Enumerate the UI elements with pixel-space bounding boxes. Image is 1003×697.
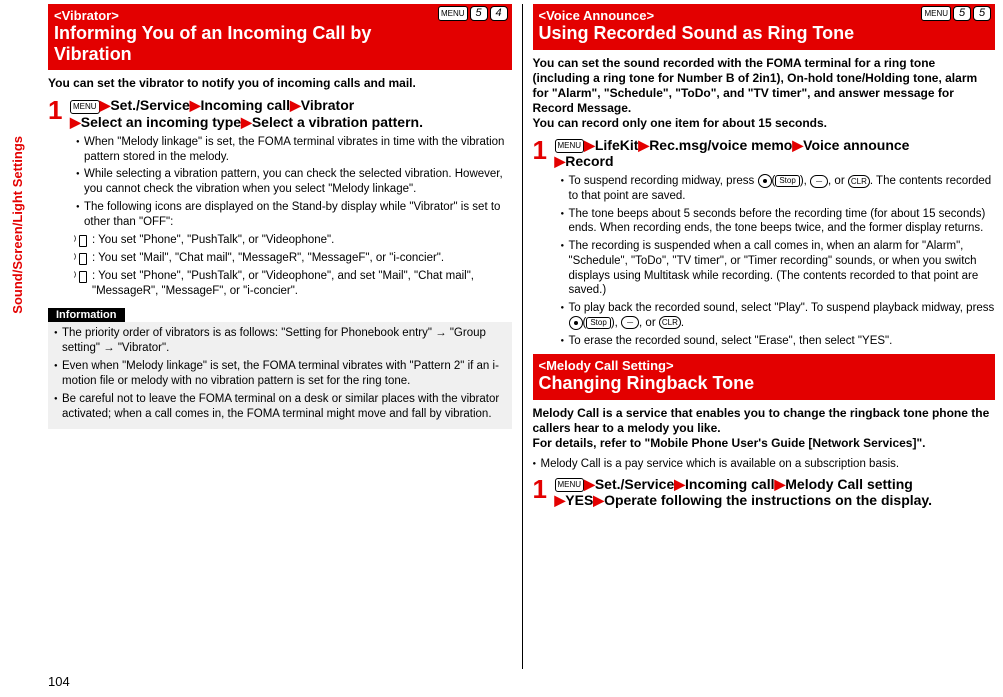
txt: . [681, 317, 684, 329]
menu-key-icon: MENU [555, 139, 585, 153]
bullet: To erase the recorded sound, select "Era… [561, 334, 996, 349]
melody-title: Changing Ringback Tone [539, 373, 990, 394]
key-5-icon: 5 [470, 6, 488, 21]
voice-title: Using Recorded Sound as Ring Tone [539, 23, 990, 44]
page-number: 104 [48, 674, 70, 689]
path-seg: Select an incoming type [81, 114, 241, 130]
content: <Vibrator> Informing You of an Incoming … [48, 4, 995, 669]
path-seg: Incoming call [685, 476, 774, 492]
info-bullet: The priority order of vibrators is as fo… [54, 326, 506, 356]
vibrator-icon [76, 234, 88, 246]
vibrator-header: <Vibrator> Informing You of an Incoming … [48, 4, 512, 70]
path-seg: Operate following the instructions on th… [604, 492, 932, 508]
path-seg: Voice announce [803, 137, 909, 153]
step-number: 1 [533, 137, 551, 171]
path-seg: Set./Service [110, 97, 189, 113]
vibrator-icon [76, 252, 88, 264]
step-text: MENU▶LifeKit▶Rec.msg/voice memo▶Voice an… [555, 137, 910, 171]
path-seg: LifeKit [595, 137, 639, 153]
icon-text: : You set "Mail", "Chat mail", "MessageR… [92, 251, 444, 266]
melody-note: Melody Call is a pay service which is av… [533, 457, 996, 472]
vibrator-bullets: When "Melody linkage" is set, the FOMA t… [76, 135, 512, 229]
melody-intro: Melody Call is a service that enables yo… [533, 406, 996, 451]
info-bullet: Even when "Melody linkage" is set, the F… [54, 359, 506, 389]
stop-key-icon: Stop [775, 175, 799, 187]
bullet: The following icons are displayed on the… [76, 200, 512, 229]
step-number: 1 [48, 97, 66, 131]
menu-key-icon: MENU [438, 6, 468, 21]
icon-text: : You set "Phone", "PushTalk", or "Video… [92, 233, 334, 248]
path-seg: YES [565, 492, 593, 508]
clr-key-icon: CLR [659, 316, 681, 329]
side-tab-text: Sound/Screen/Light Settings [10, 136, 25, 314]
key-5-icon: 5 [953, 6, 971, 21]
bullet: To suspend recording midway, press (Stop… [561, 174, 996, 203]
vibrator-step: 1 MENU▶Set./Service▶Incoming call▶Vibrat… [48, 97, 512, 131]
bullet: The recording is suspended when a call c… [561, 239, 996, 298]
side-tab: Sound/Screen/Light Settings [8, 132, 27, 318]
center-key-icon [569, 316, 583, 330]
icon-row: : You set "Mail", "Chat mail", "MessageR… [76, 251, 512, 266]
icon-row: : You set "Phone", "PushTalk", or "Video… [76, 233, 512, 248]
step-text: MENU▶Set./Service▶Incoming call▶Vibrator… [70, 97, 423, 131]
voice-bullets: To suspend recording midway, press (Stop… [561, 174, 996, 348]
voice-step: 1 MENU▶LifeKit▶Rec.msg/voice memo▶Voice … [533, 137, 996, 171]
vibrator-icon-list: : You set "Phone", "PushTalk", or "Video… [76, 233, 512, 299]
vibrator-title: Informing You of an Incoming Call by Vib… [54, 23, 506, 64]
menu-key-icon: MENU [921, 6, 951, 21]
txt: To suspend recording midway, press [569, 175, 758, 187]
path-seg: Vibrator [301, 97, 354, 113]
clr-key-icon: CLR [848, 175, 870, 188]
stop-key-icon: Stop [586, 317, 610, 329]
melody-tag: <Melody Call Setting> [539, 358, 990, 373]
hangup-key-icon: ⏤ [810, 175, 828, 188]
voice-shortcut: MENU 5 5 [921, 6, 991, 21]
path-seg: Incoming call [201, 97, 290, 113]
bullet: Melody Call is a pay service which is av… [533, 457, 996, 472]
path-seg: Select a vibration pattern. [252, 114, 423, 130]
txt: To play back the recorded sound, select … [569, 302, 995, 314]
step-text: MENU▶Set./Service▶Incoming call▶Melody C… [555, 476, 933, 510]
bullet: While selecting a vibration pattern, you… [76, 167, 512, 196]
bullet: The tone beeps about 5 seconds before th… [561, 207, 996, 236]
menu-key-icon: MENU [70, 100, 100, 114]
icon-row: : You set "Phone", "PushTalk", or "Video… [76, 269, 512, 299]
icon-text: : You set "Phone", "PushTalk", or "Video… [92, 269, 512, 299]
path-seg: Record [565, 153, 613, 169]
info-bullet: Be careful not to leave the FOMA termina… [54, 392, 506, 422]
key-4-icon: 4 [490, 6, 508, 21]
information-label: Information [48, 308, 125, 322]
left-column: <Vibrator> Informing You of an Incoming … [48, 4, 522, 669]
path-seg: Set./Service [595, 476, 674, 492]
key-5-icon: 5 [973, 6, 991, 21]
step-number: 1 [533, 476, 551, 510]
vibrator-intro: You can set the vibrator to notify you o… [48, 76, 512, 91]
menu-key-icon: MENU [555, 478, 585, 492]
melody-step: 1 MENU▶Set./Service▶Incoming call▶Melody… [533, 476, 996, 510]
right-column: <Voice Announce> Using Recorded Sound as… [522, 4, 996, 669]
center-key-icon [758, 174, 772, 188]
vibrator-icon [76, 270, 88, 282]
path-seg: Rec.msg/voice memo [649, 137, 792, 153]
voice-header: <Voice Announce> Using Recorded Sound as… [533, 4, 996, 50]
vibrator-shortcut: MENU 5 4 [438, 6, 508, 21]
information-body: The priority order of vibrators is as fo… [48, 322, 512, 429]
bullet: To play back the recorded sound, select … [561, 301, 996, 330]
bullet: When "Melody linkage" is set, the FOMA t… [76, 135, 512, 164]
hangup-key-icon: ⏤ [621, 316, 639, 329]
path-seg: Melody Call setting [785, 476, 913, 492]
melody-header: <Melody Call Setting> Changing Ringback … [533, 354, 996, 400]
voice-intro: You can set the sound recorded with the … [533, 56, 996, 131]
